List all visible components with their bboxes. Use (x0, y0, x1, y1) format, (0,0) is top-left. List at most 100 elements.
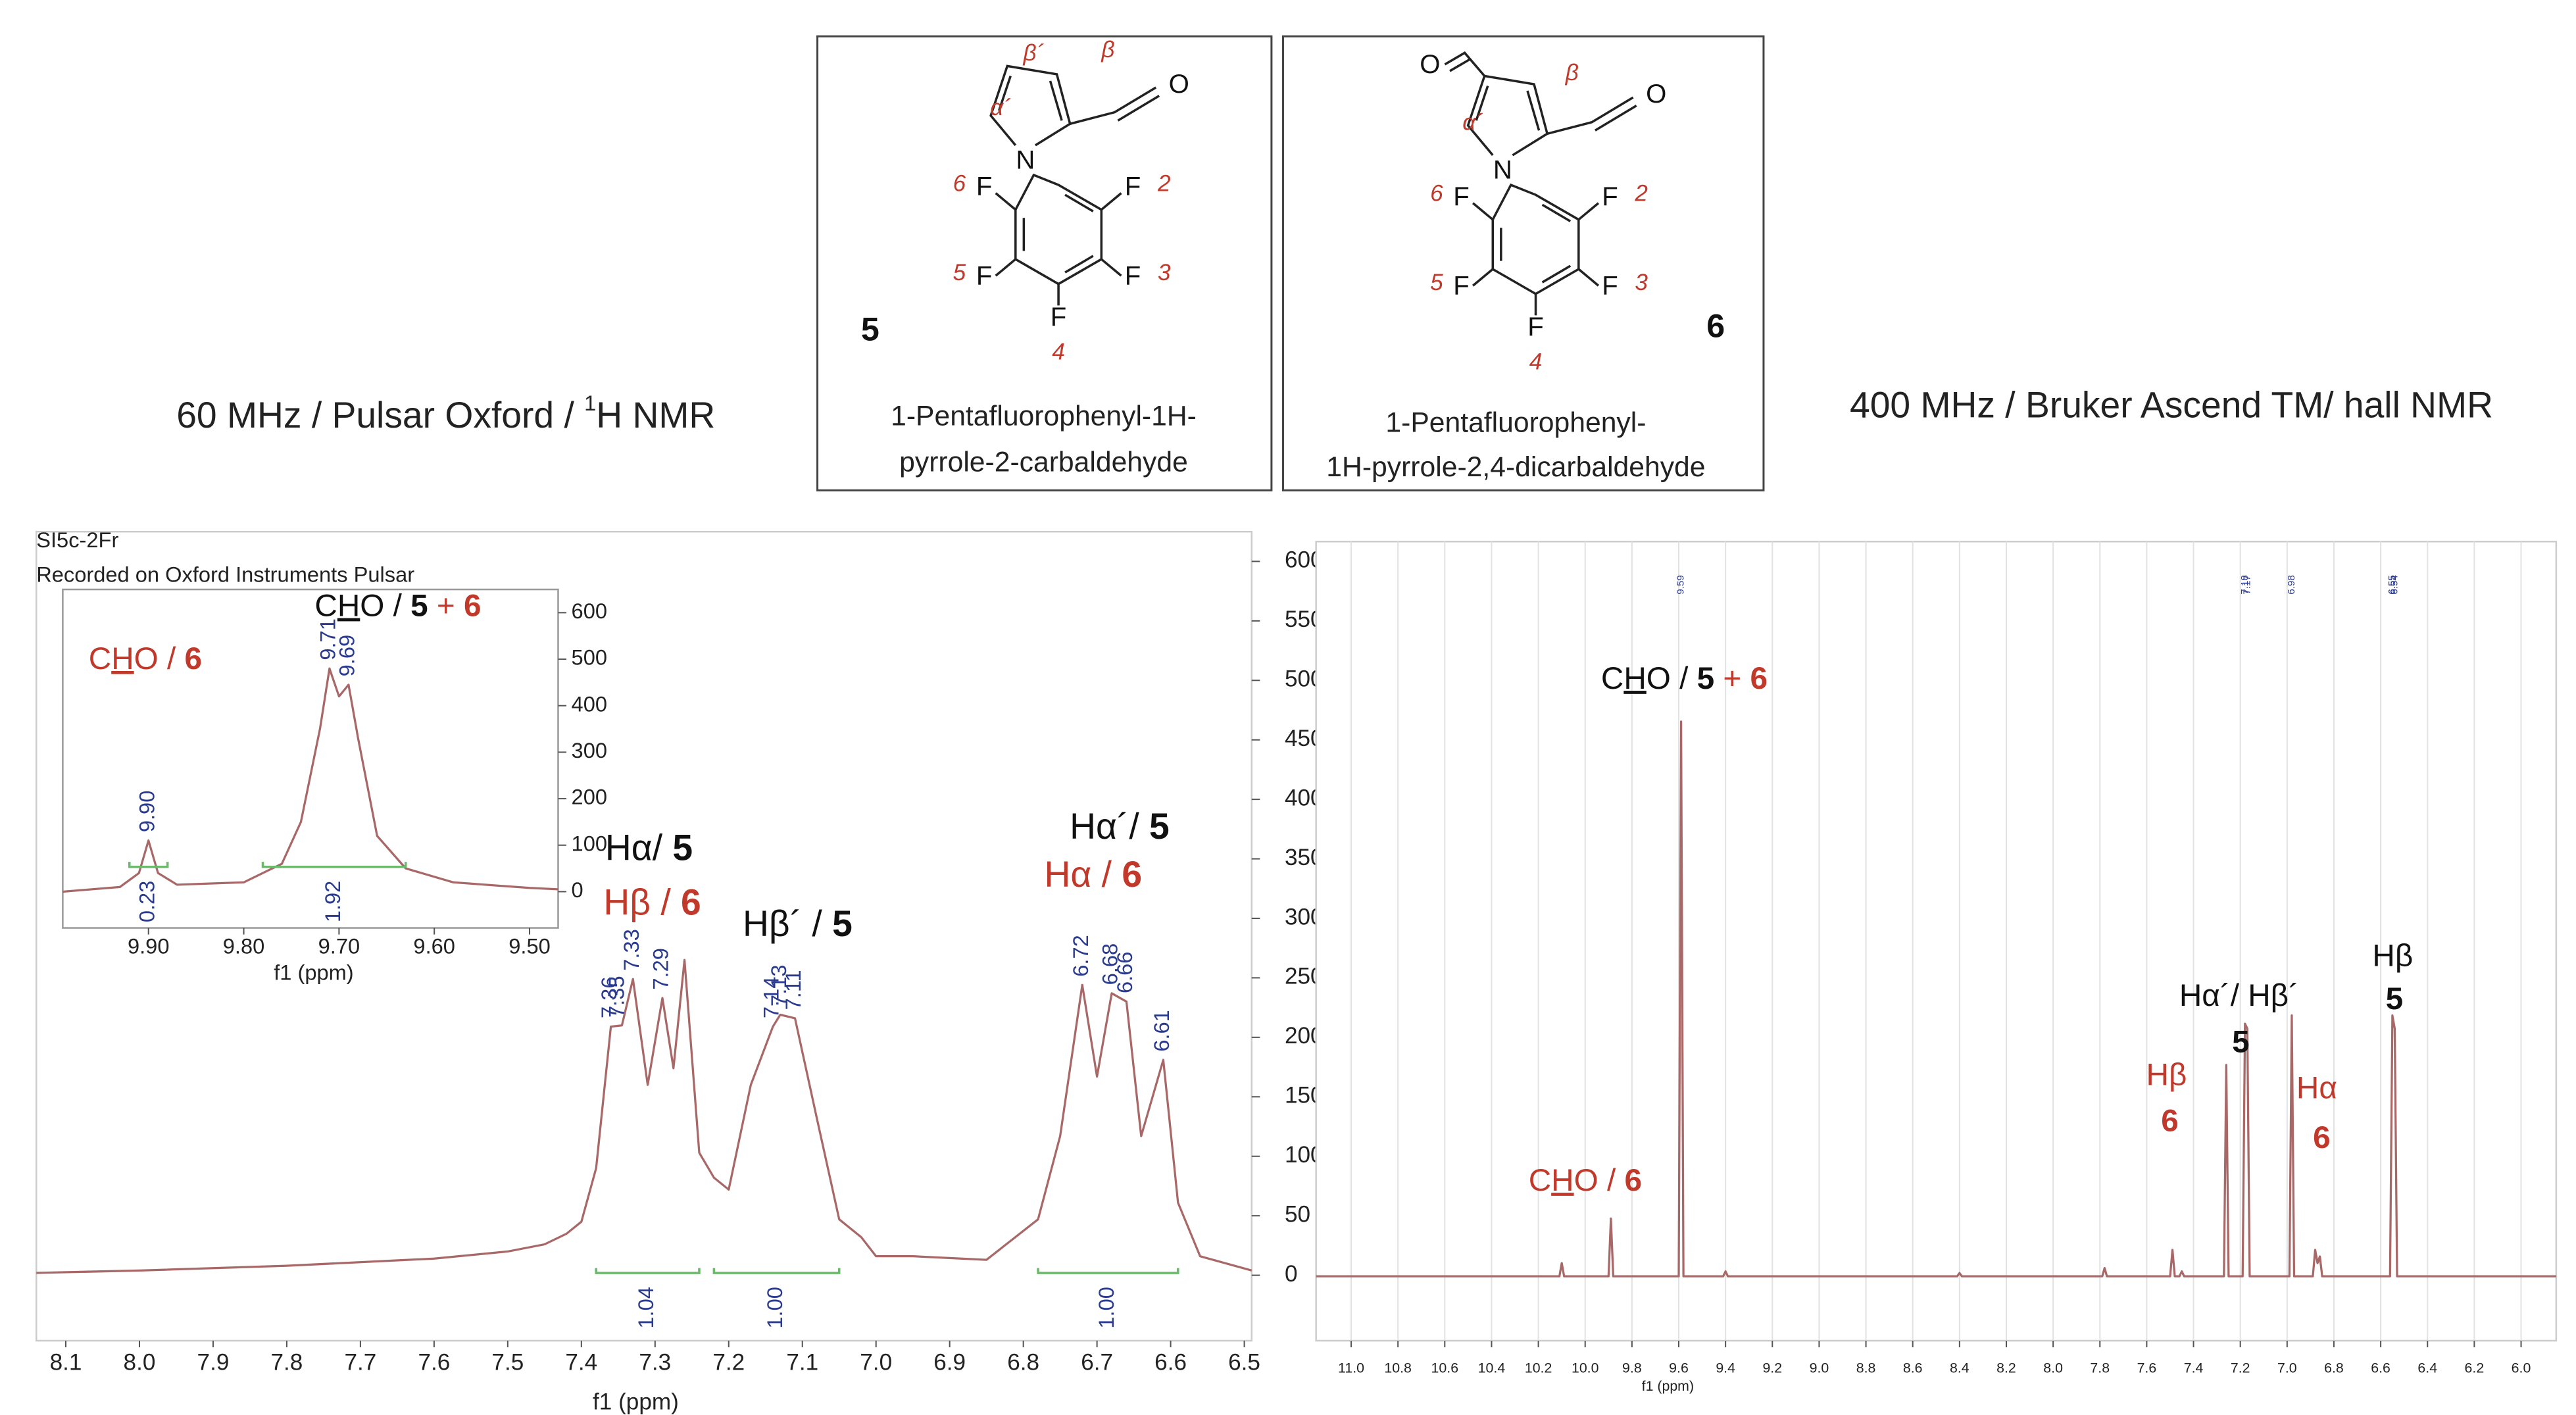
annotation-part: 6 (681, 881, 701, 922)
peak-label: 6.98 (2286, 575, 2297, 594)
atom-label: N (1016, 145, 1035, 175)
y-tick-label: 100 (572, 831, 607, 855)
x-tick-label: 6.7 (1081, 1349, 1113, 1375)
annotation-part: 5 (1697, 661, 1715, 696)
x-axis-label: f1 (ppm) (274, 960, 353, 984)
y-tick-label: 600 (572, 599, 607, 623)
peak-label: 6.66 (1112, 952, 1137, 993)
x-tick-label: 10.0 (1572, 1360, 1599, 1376)
annotation-part: C (1529, 1163, 1551, 1198)
x-tick-label: 6.8 (2324, 1360, 2344, 1376)
peak-label: 6.55 (2387, 575, 2398, 594)
annotation: Hα/ 5 (605, 827, 693, 868)
integral-label: 1.04 (633, 1287, 658, 1328)
annotation: Hβ (2146, 1057, 2187, 1092)
annotation-part: O / (360, 588, 410, 623)
x-tick-label: 6.6 (1154, 1349, 1187, 1375)
compound-box (816, 35, 1273, 491)
annotation-part: 5 (410, 588, 428, 623)
position-label: 2 (1157, 170, 1171, 196)
annotation-part: O / (134, 641, 185, 676)
annotation-part: 6 (1750, 661, 1768, 696)
annotation-part: + (1714, 661, 1750, 696)
position-label: 5 (953, 260, 966, 285)
integral-bracket (712, 1268, 841, 1274)
atom-label: N (1493, 155, 1512, 185)
annotation-part: Hα´/ Hβ´ (2179, 978, 2299, 1013)
annotation: Hβ / 6 (603, 881, 701, 922)
atom-label: F (1125, 261, 1141, 290)
annotation: 5 (2386, 981, 2404, 1016)
caption-part: H NMR (596, 395, 715, 435)
annotation-part: Hα/ (605, 827, 672, 868)
annotation: Hα´/ Hβ´ (2179, 978, 2299, 1013)
compound-number: 5 (861, 311, 879, 348)
peak-label: 7.18 (2239, 575, 2250, 594)
position-label: β´ (1023, 40, 1045, 66)
x-tick-label: 8.8 (1856, 1360, 1876, 1376)
x-tick-label: 7.8 (2090, 1360, 2110, 1376)
annotation-part: H (337, 588, 360, 623)
annotation-part: H (1551, 1163, 1573, 1198)
peak-label: 9.71 (316, 618, 340, 660)
atom-label: F (1453, 270, 1470, 300)
x-tick-label: 6.2 (2465, 1360, 2485, 1376)
x-tick-label: 7.9 (197, 1349, 230, 1375)
x-tick-label: 9.50 (508, 933, 551, 958)
x-tick-label: 6.0 (2512, 1360, 2531, 1376)
x-tick-label: 7.6 (418, 1349, 450, 1375)
annotation: Hα´/ 5 (1070, 806, 1170, 847)
peak-label: 7.35 (604, 976, 628, 1017)
atom-label: F (1453, 182, 1470, 211)
structure (989, 64, 1160, 306)
x-tick-label: 7.1 (786, 1349, 818, 1375)
annotation-part: 5 (832, 903, 853, 944)
x-tick-label: 7.6 (2137, 1360, 2157, 1376)
annotation: Hα (2296, 1070, 2337, 1105)
chart: 9.90 9.80 9.70 9.60 9.50 0 100 200 300 400 500 600 f… (62, 588, 607, 984)
left-caption: 60 MHz / Pulsar Oxford / 1H NMR (176, 391, 715, 435)
y-tick-label: 0 (1285, 1261, 1298, 1287)
position-label: 3 (1158, 260, 1171, 285)
x-tick-label: 7.0 (860, 1349, 892, 1375)
annotation-part: 6 (464, 588, 482, 623)
peak-label: 9.69 (334, 635, 359, 676)
annotation-part: 5 (1149, 806, 1170, 847)
annotation-part: O / (1647, 661, 1697, 696)
x-tick-label: 9.0 (1810, 1360, 1829, 1376)
x-tick-label: 8.0 (124, 1349, 156, 1375)
annotation: Hβ´ / 5 (743, 903, 853, 944)
x-tick-label: 9.60 (413, 933, 455, 958)
peak-label: 7.29 (649, 948, 673, 989)
chart-title: SI5c-2Fr (36, 528, 118, 552)
compound-box (1281, 35, 1765, 491)
peak-label: 6.55 (2387, 575, 2398, 594)
integral-label: 1.92 (320, 881, 345, 922)
annotation: 6 (2161, 1103, 2179, 1138)
x-tick-label: 10.6 (1431, 1360, 1459, 1376)
integral-bracket (595, 1268, 701, 1274)
integral-label: 1.00 (1094, 1287, 1118, 1328)
x-tick-label: 6.6 (2371, 1360, 2390, 1376)
x-tick-label: 7.7 (344, 1349, 376, 1375)
peak-label: 6.61 (1149, 1010, 1174, 1051)
caption-part: 60 MHz / Pulsar Oxford / (176, 395, 584, 435)
x-tick-label: 10.2 (1525, 1360, 1552, 1376)
position-label: 2 (1634, 180, 1648, 206)
annotation-part: Hα´/ (1070, 806, 1149, 847)
compound-name: pyrrole-2-carbaldehyde (899, 447, 1188, 478)
annotation-part: 6 (2161, 1103, 2179, 1138)
annotation-part: Hβ (2372, 938, 2413, 973)
annotation-part: Hα (2296, 1070, 2337, 1105)
compound-name: 1H-pyrrole-2,4-dicarbaldehyde (1326, 451, 1705, 483)
position-label: 3 (1635, 270, 1648, 295)
integral-label: 1.00 (762, 1287, 787, 1328)
compound-number: 6 (1706, 308, 1725, 345)
chart: 11.0 10.8 10.6 10.4 10.2 10.0 9.8 9.6 9.4 9.2 9.0 8… (1315, 540, 2558, 1394)
peak-label: 7.14 (759, 977, 783, 1018)
position-label: 6 (953, 170, 966, 196)
x-tick-label: 9.2 (1762, 1360, 1782, 1376)
peak-label: 9.59 (1675, 575, 1687, 594)
annotation: 5 (2232, 1024, 2250, 1059)
annotation: CHO / 6 (89, 641, 202, 676)
